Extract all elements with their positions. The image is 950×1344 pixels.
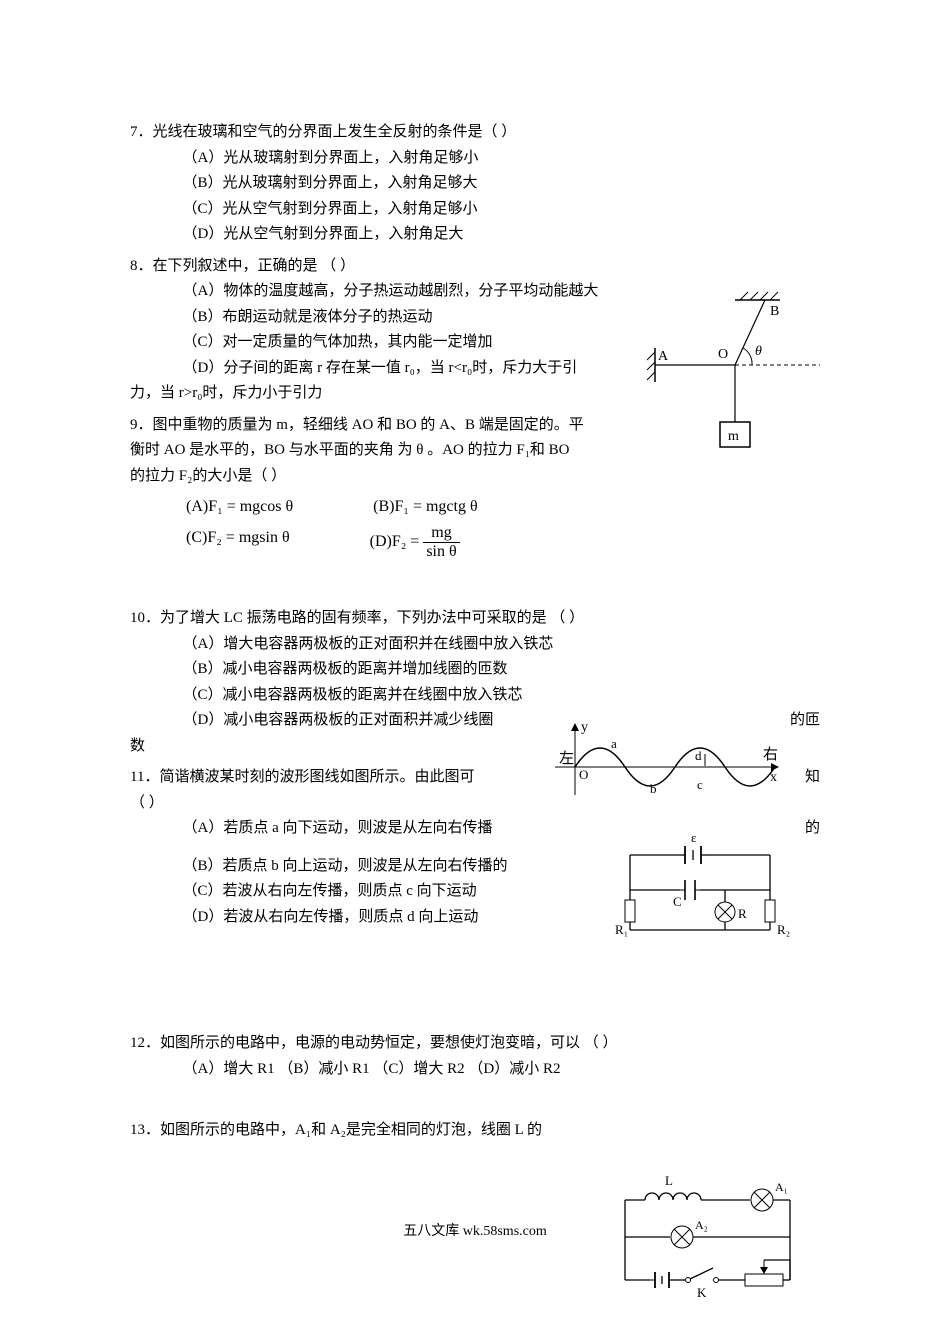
q11-opt-a-pre: （A）若质点 a 向下运动，则波是从左向右传播 bbox=[130, 816, 493, 842]
fraction-den: sin θ bbox=[423, 543, 459, 561]
q9-formula-c: (C)F₂ = mgsin θ bbox=[186, 524, 290, 560]
question-12: 12．如图所示的电路中，电源的电动势恒定，要想使灯泡变暗，可以 （ ） （A）增… bbox=[130, 1031, 820, 1082]
q7-opt-c: （C）光从空气射到分界面上，入射角足够小 bbox=[130, 197, 820, 223]
label-theta: θ bbox=[755, 344, 762, 359]
q9-formula-row-1: (A)F₁ = mgcos θ (B)F₁ = mgctg θ bbox=[130, 493, 820, 520]
spacer bbox=[130, 1088, 820, 1118]
label-R2: R₂ bbox=[777, 922, 790, 937]
q7-opt-b: （B）光从玻璃射到分界面上，入射角足够大 bbox=[130, 171, 820, 197]
q9-formula-a: (A)F₁ = mgcos θ bbox=[186, 493, 293, 520]
q13-stem: 13．如图所示的电路中，A₁和 A₂是完全相同的灯泡，线圈 L 的 bbox=[130, 1118, 820, 1144]
q10-stem: 10．为了增大 LC 振荡电路的固有频率，下列办法中可采取的是 （ ） bbox=[130, 606, 820, 632]
diagram-q12: ε C R₁ R₂ R bbox=[615, 830, 790, 960]
diagram-q9: A B O θ m bbox=[640, 290, 840, 480]
q10-opt-c: （C）减小电容器两极板的距离并在线圈中放入铁芯 bbox=[130, 683, 820, 709]
label-m: m bbox=[728, 429, 739, 444]
diagram-q13: L A₁ A₂ bbox=[610, 1175, 810, 1320]
q10-opt-b: （B）减小电容器两极板的距离并增加线圈的匝数 bbox=[130, 657, 820, 683]
question-13: 13．如图所示的电路中，A₁和 A₂是完全相同的灯泡，线圈 L 的 bbox=[130, 1118, 820, 1144]
label-b: b bbox=[650, 781, 657, 796]
diagram-q11: y x 左 右 O a b c d bbox=[555, 717, 795, 817]
label-c: c bbox=[697, 777, 703, 792]
q9-formula-d: (D)F₂ = mgsin θ bbox=[370, 524, 460, 560]
label-L: L bbox=[665, 1173, 673, 1188]
label-R: R bbox=[738, 906, 747, 921]
label-y: y bbox=[581, 720, 588, 735]
label-K: K bbox=[697, 1285, 707, 1300]
q12-stem: 12．如图所示的电路中，电源的电动势恒定，要想使灯泡变暗，可以 （ ） bbox=[130, 1031, 820, 1057]
diagram-q12-svg: ε C R₁ R₂ R bbox=[615, 830, 790, 950]
q11-stem-pre: 11．简谐横波某时刻的波形图线如图所示。由此图可 bbox=[130, 765, 474, 791]
q11-stem-suf: 知 bbox=[805, 765, 820, 791]
fraction: mgsin θ bbox=[423, 524, 459, 560]
spacer bbox=[130, 566, 820, 606]
q9-formula-b: (B)F₁ = mgctg θ bbox=[373, 493, 477, 520]
label-B: B bbox=[770, 304, 779, 319]
label-a: a bbox=[611, 736, 617, 751]
footer: 五八文库 wk.58sms.com bbox=[0, 1220, 950, 1244]
label-C: C bbox=[673, 894, 682, 909]
q7-opt-d: （D）光从空气射到分界面上，入射角足大 bbox=[130, 222, 820, 248]
q7-stem: 7．光线在玻璃和空气的分界面上发生全反射的条件是（ ） bbox=[130, 120, 820, 146]
q8-stem: 8．在下列叙述中，正确的是 （ ） bbox=[130, 254, 820, 280]
q10-opt-a: （A）增大电容器两极板的正对面积并在线圈中放入铁芯 bbox=[130, 632, 820, 658]
q7-opt-a: （A）光从玻璃射到分界面上，入射角足够小 bbox=[130, 146, 820, 172]
q12-opts: （A）增大 R1 （B）减小 R1 （C）增大 R2 （D）减小 R2 bbox=[130, 1057, 820, 1083]
label-left: 左 bbox=[559, 750, 574, 767]
q9-formula-d-prefix: (D)F₂ = bbox=[370, 533, 424, 550]
label-d: d bbox=[695, 748, 702, 763]
label-O: O bbox=[718, 347, 728, 362]
diagram-q11-svg: y x 左 右 O a b c d bbox=[555, 717, 795, 807]
q11-opt-a-suf: 的 bbox=[805, 816, 820, 842]
label-eps: ε bbox=[691, 830, 697, 845]
question-7: 7．光线在玻璃和空气的分界面上发生全反射的条件是（ ） （A）光从玻璃射到分界面… bbox=[130, 120, 820, 248]
q9-formula-row-2: (C)F₂ = mgsin θ (D)F₂ = mgsin θ bbox=[130, 524, 820, 560]
label-A1: A₁ bbox=[775, 1180, 788, 1194]
page: 7．光线在玻璃和空气的分界面上发生全反射的条件是（ ） （A）光从玻璃射到分界面… bbox=[0, 0, 950, 1344]
label-R1: R₁ bbox=[615, 922, 628, 937]
label-O2: O bbox=[579, 767, 588, 782]
diagram-q9-svg: A B O θ m bbox=[640, 290, 840, 470]
q10-opt-d-pre: （D）减小电容器两极板的正对面积并减少线圈 bbox=[130, 708, 493, 734]
label-right: 右 bbox=[763, 746, 778, 763]
fraction-num: mg bbox=[423, 524, 459, 543]
label-A: A bbox=[658, 349, 669, 364]
